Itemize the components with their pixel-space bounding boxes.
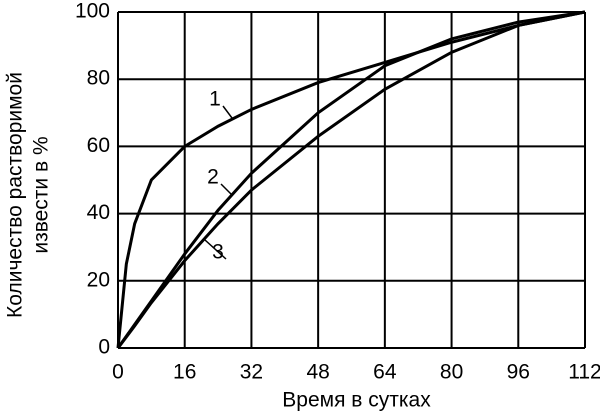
curve [116,10,586,349]
curve [116,10,586,349]
y-tick-label: 60 [87,134,110,157]
y-axis-label: извести в % [30,136,53,253]
series-label: 2 [207,166,219,189]
x-axis-label: Время в сутках [282,389,431,412]
x-tick-label: 16 [173,361,196,384]
y-axis-label: Количество растворимой [4,72,27,318]
y-tick-label: 40 [87,201,110,224]
y-tick-label: 80 [87,67,110,90]
x-tick-label: 112 [568,361,600,384]
y-tick-label: 100 [75,0,110,23]
x-tick-label: 64 [373,361,397,384]
series-label: 3 [212,241,224,264]
label-leader [204,239,227,260]
curve [116,10,586,349]
x-tick-label: 0 [112,361,124,384]
label-leader [222,105,233,119]
series-label: 1 [209,88,221,111]
label-leader [220,183,233,196]
x-tick-label: 80 [440,361,463,384]
x-tick-label: 32 [240,361,263,384]
x-tick-label: 48 [306,361,329,384]
y-tick-label: 20 [87,268,110,291]
x-tick-label: 96 [507,361,530,384]
y-tick-label: 0 [98,336,110,359]
